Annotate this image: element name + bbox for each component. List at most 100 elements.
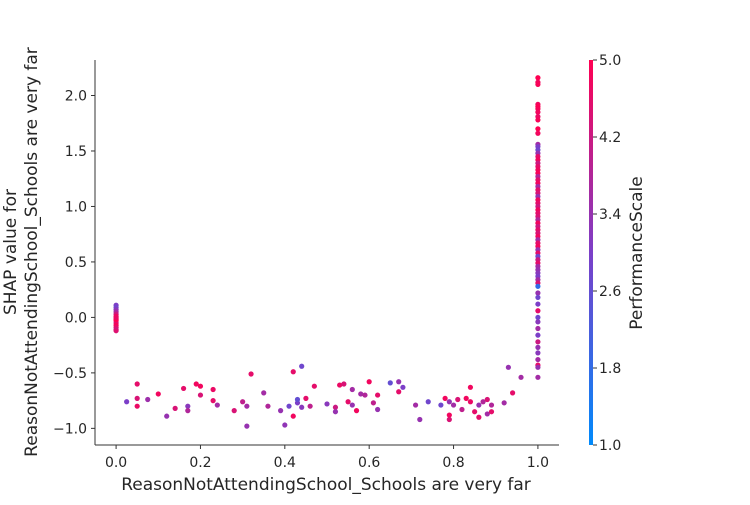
scatter-point bbox=[290, 369, 296, 375]
scatter-point bbox=[341, 381, 347, 387]
scatter-point bbox=[535, 350, 541, 356]
scatter-point bbox=[358, 391, 364, 397]
y-tick-label: 2.0 bbox=[65, 89, 87, 105]
scatter-point bbox=[488, 402, 495, 408]
scatter-point bbox=[442, 395, 448, 402]
scatter-point bbox=[467, 399, 474, 405]
colorbar-tick-label: 1.8 bbox=[599, 361, 621, 377]
scatter-point bbox=[353, 408, 360, 414]
y-tick-label: −1.0 bbox=[53, 421, 87, 437]
scatter-point bbox=[509, 390, 516, 396]
scatter-point bbox=[535, 308, 541, 314]
scatter-point bbox=[535, 314, 541, 321]
scatter-point bbox=[345, 399, 351, 405]
scatter-point bbox=[535, 126, 541, 132]
scatter-point bbox=[467, 384, 474, 390]
scatter-point bbox=[535, 325, 541, 332]
scatter-point bbox=[113, 314, 119, 321]
scatter-point bbox=[425, 399, 431, 405]
scatter-point bbox=[518, 374, 524, 380]
colorbar-tick-label: 1.0 bbox=[599, 438, 621, 454]
scatter-point bbox=[535, 81, 541, 88]
scatter-point bbox=[231, 408, 237, 414]
colorbar-tick-label: 2.6 bbox=[599, 284, 621, 300]
scatter-point bbox=[438, 402, 444, 408]
scatter-point bbox=[193, 381, 199, 387]
colorbar-tick-label: 5.0 bbox=[599, 53, 621, 69]
scatter-point bbox=[197, 383, 204, 389]
colorbar bbox=[589, 60, 593, 445]
scatter-point bbox=[463, 395, 469, 402]
y-tick-label: 1.5 bbox=[65, 144, 87, 160]
scatter-point bbox=[113, 328, 119, 334]
scatter-point bbox=[417, 416, 423, 423]
colorbar-ticks: 1.0 1.8 2.6 3.4 4.2 5.0 bbox=[593, 53, 621, 454]
x-tick-label: 0.4 bbox=[274, 455, 296, 471]
scatter-point bbox=[535, 374, 541, 380]
x-tick-label: 0.2 bbox=[189, 455, 211, 471]
scatter-point bbox=[362, 392, 368, 398]
scatter-point bbox=[446, 399, 452, 405]
scatter-point bbox=[472, 409, 478, 415]
scatter-point bbox=[455, 396, 461, 403]
scatter-point bbox=[480, 399, 486, 405]
scatter-point bbox=[535, 344, 541, 350]
scatter-point bbox=[337, 382, 343, 388]
scatter-point bbox=[535, 130, 541, 136]
scatter-point bbox=[535, 75, 541, 81]
scatter-point bbox=[240, 399, 246, 405]
scatter-point bbox=[214, 402, 220, 408]
scatter-point bbox=[332, 409, 339, 415]
x-tick-label: 0.0 bbox=[105, 455, 127, 471]
scatter-point bbox=[446, 412, 452, 418]
scatter-point bbox=[332, 404, 339, 410]
colorbar-label: PerformanceScale bbox=[627, 176, 647, 329]
scatter-point bbox=[535, 283, 541, 289]
x-tick-label: 1.0 bbox=[527, 455, 549, 471]
scatter-point bbox=[535, 117, 541, 123]
scatter-point bbox=[278, 408, 284, 414]
scatter-point bbox=[535, 109, 541, 115]
scatter-point bbox=[185, 403, 191, 409]
scatter-point bbox=[488, 409, 495, 415]
scatter-point bbox=[535, 356, 541, 363]
scatter-point bbox=[535, 339, 541, 345]
scatter-point bbox=[299, 363, 305, 369]
scatter-point bbox=[535, 290, 541, 296]
scatter-point bbox=[303, 395, 309, 402]
x-tick-label: 0.8 bbox=[442, 455, 464, 471]
scatter-point bbox=[412, 402, 419, 408]
y-axis-label-line-1: SHAP value for bbox=[1, 189, 21, 315]
scatter-point bbox=[501, 400, 507, 406]
scatter-point bbox=[299, 404, 305, 410]
scatter-point bbox=[261, 390, 267, 396]
scatter-point bbox=[210, 386, 216, 393]
scatter-point bbox=[286, 403, 292, 409]
scatter-point bbox=[134, 403, 140, 409]
scatter-point bbox=[400, 384, 406, 390]
x-tick-label: 0.6 bbox=[358, 455, 380, 471]
y-tick-label: −0.5 bbox=[53, 366, 87, 382]
scatter-point bbox=[505, 364, 511, 370]
scatter-point bbox=[349, 402, 355, 408]
scatter-point bbox=[535, 301, 541, 307]
scatter-point bbox=[311, 383, 317, 389]
scatter-point bbox=[248, 371, 254, 377]
scatter-point bbox=[210, 398, 216, 404]
scatter-point bbox=[134, 381, 140, 387]
colorbar-tick-label: 4.2 bbox=[599, 130, 621, 146]
scatter-point bbox=[375, 392, 381, 398]
scatter-point bbox=[185, 408, 191, 414]
scatter-point bbox=[244, 403, 250, 409]
scatter-point bbox=[180, 385, 187, 392]
scatter-point bbox=[535, 294, 541, 301]
scatter-point bbox=[446, 416, 452, 423]
scatter-point bbox=[172, 405, 178, 411]
scatter-point bbox=[476, 402, 482, 408]
scatter-point bbox=[349, 386, 355, 393]
scatter-point bbox=[387, 380, 393, 386]
scatter-point bbox=[476, 414, 482, 420]
scatter-point bbox=[244, 423, 250, 429]
x-axis-ticks: 0.0 0.2 0.4 0.6 0.8 1.0 bbox=[105, 445, 549, 471]
